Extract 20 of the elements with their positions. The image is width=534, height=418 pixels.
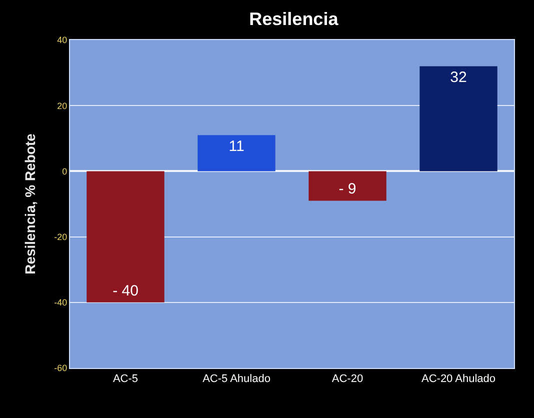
bar (86, 171, 164, 302)
x-tick-label: AC-20 (332, 373, 364, 386)
y-tick-label: 20 (57, 100, 68, 111)
bar (198, 135, 276, 172)
y-tick-label: -40 (54, 298, 68, 308)
data-label: - 40 (112, 282, 138, 300)
data-label: 32 (450, 69, 467, 86)
bar (308, 171, 386, 201)
x-tick-label: AC-20 Ahulado (422, 373, 496, 386)
x-tick-label: AC-5 Ahulado (202, 373, 270, 386)
y-tick-label: 0 (62, 166, 68, 176)
y-tick-label: 40 (57, 35, 68, 46)
y-axis-title: Resilencia, % Rebote (22, 133, 38, 274)
chart-title: Resilencia (249, 9, 340, 30)
data-label: - 9 (338, 180, 356, 198)
bar (420, 66, 498, 172)
y-tick-label: -20 (54, 232, 68, 242)
x-tick-label: AC-5 (112, 373, 138, 386)
data-label: 11 (228, 138, 244, 156)
y-tick-label: -60 (54, 363, 68, 374)
